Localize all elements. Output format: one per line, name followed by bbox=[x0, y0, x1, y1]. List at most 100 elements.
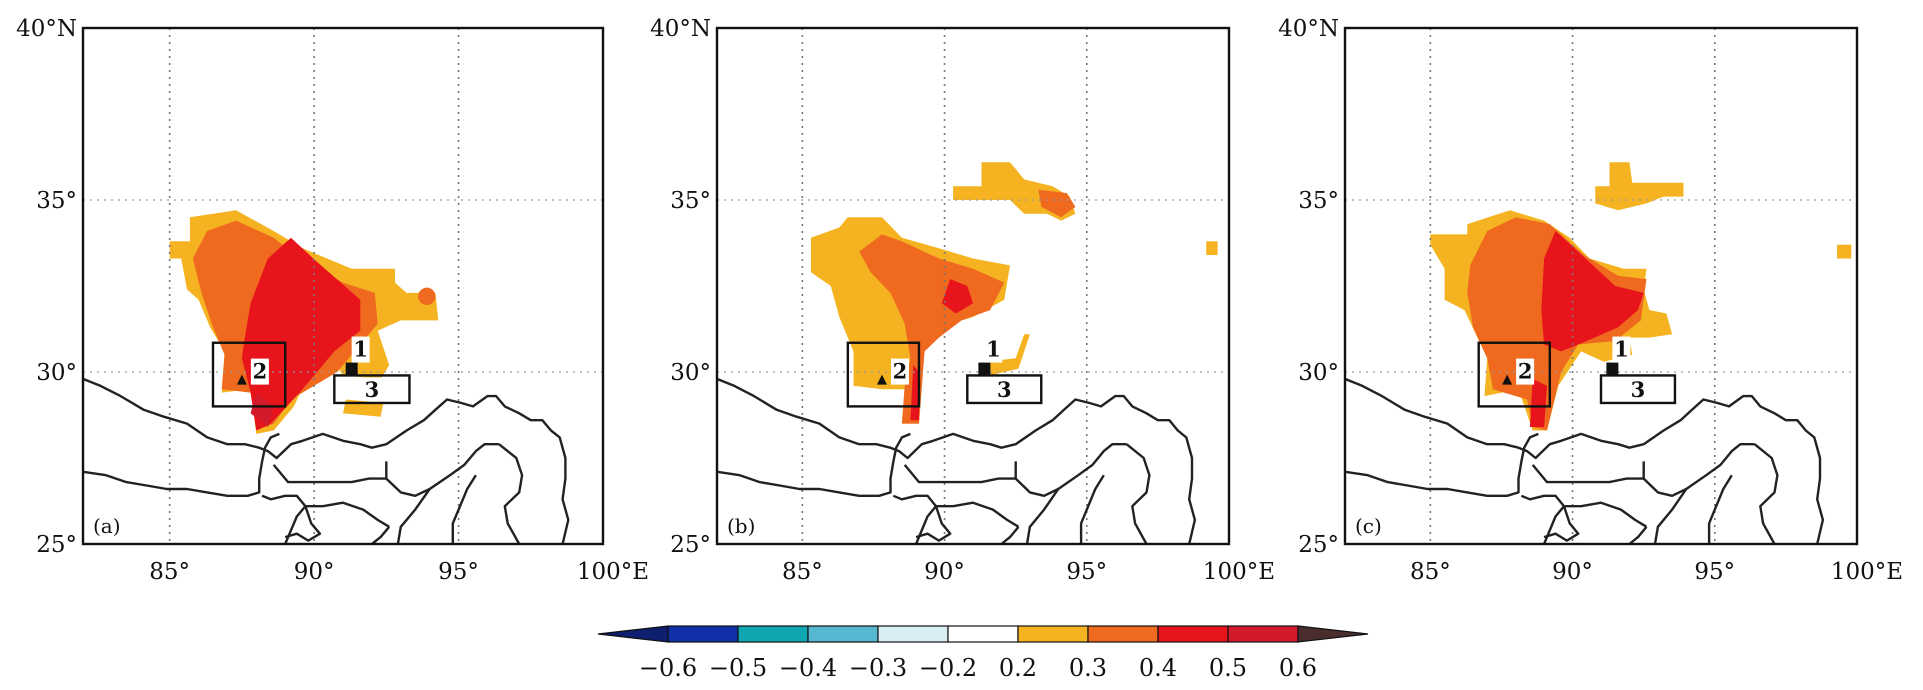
colorbar-tick-label: −0.4 bbox=[779, 654, 837, 682]
shade-spot-0 bbox=[418, 287, 436, 305]
coastline-5 bbox=[1564, 501, 1648, 528]
coastline-3 bbox=[1531, 461, 1645, 484]
panel-c: 1 2 3 (c) 85° 90° 95° 100°E 25° 30° 35° 40°N bbox=[1278, 16, 1903, 585]
colorbar-bin-8 bbox=[1227, 625, 1299, 643]
coastline-9 bbox=[1707, 474, 1733, 544]
region-box-2 bbox=[211, 341, 287, 408]
colorbar-bin-1 bbox=[737, 625, 809, 643]
lat-tick-label: 25° bbox=[36, 532, 77, 558]
coastline-1 bbox=[1345, 432, 1539, 497]
coastline-3 bbox=[903, 461, 1017, 484]
region-label-1: 1 bbox=[1614, 337, 1629, 362]
shade-region-05-2 bbox=[1541, 231, 1644, 352]
coastline-0 bbox=[717, 377, 1197, 544]
shade-region-04-1 bbox=[859, 234, 1005, 424]
region-label-1: 1 bbox=[353, 337, 368, 362]
lat-tick-label: 30° bbox=[670, 360, 711, 386]
map-content: 1 2 3 (b) bbox=[717, 28, 1229, 544]
panel-a: 1 2 3 (a) 85° 90° 95° 100°E 25° 30° 35° 40°N bbox=[16, 16, 649, 585]
lat-tick-label: 35° bbox=[670, 188, 711, 214]
lon-tick-label: 100°E bbox=[1831, 559, 1903, 585]
coastline-4 bbox=[284, 505, 307, 544]
lat-tick-label: 40°N bbox=[650, 16, 711, 42]
station-triangle-marker bbox=[1502, 374, 1513, 385]
region-label-3: 3 bbox=[1631, 377, 1646, 402]
lon-tick-label: 90° bbox=[924, 559, 965, 585]
station-square-marker bbox=[1606, 362, 1619, 375]
panel-frame bbox=[715, 26, 1231, 546]
colorbar-tick-label: 0.3 bbox=[1069, 654, 1107, 682]
lat-tick-label: 25° bbox=[1298, 532, 1339, 558]
colorbar-extend-high bbox=[1297, 625, 1369, 643]
coastline-2 bbox=[1520, 494, 1580, 542]
colorbar-bin-4 bbox=[947, 625, 1019, 643]
panel-label-bg bbox=[91, 514, 125, 538]
region-label-1: 1 bbox=[986, 337, 1001, 362]
panel-label: (c) bbox=[1355, 514, 1382, 538]
region-label-2: 2 bbox=[893, 359, 908, 384]
coastline-9 bbox=[451, 474, 477, 544]
panel-frame bbox=[1343, 26, 1859, 546]
region-label-bg-2 bbox=[250, 358, 269, 385]
shade-region-03-7 bbox=[1206, 241, 1218, 255]
coastline-10 bbox=[1125, 443, 1151, 544]
colorbar-extend-low bbox=[597, 625, 669, 643]
region-box-3 bbox=[1599, 374, 1677, 405]
colorbar-tick-label: 0.2 bbox=[999, 654, 1037, 682]
lat-tick-label: 35° bbox=[1298, 188, 1339, 214]
region-label-bg-2 bbox=[890, 358, 909, 385]
colorbar-bin-3 bbox=[877, 625, 949, 643]
coastline-9 bbox=[1079, 474, 1105, 544]
coastline-7 bbox=[371, 526, 391, 544]
lon-tick-label: 85° bbox=[782, 559, 823, 585]
coastline-8 bbox=[396, 488, 431, 544]
coastline-0 bbox=[83, 377, 570, 544]
coastline-7 bbox=[1628, 526, 1648, 544]
coastline-8 bbox=[1025, 488, 1060, 544]
region-label-bg-2 bbox=[1516, 358, 1535, 385]
region-label-bg-3 bbox=[361, 377, 382, 401]
colorbar-tick-label: 0.6 bbox=[1279, 654, 1317, 682]
lon-tick-label: 100°E bbox=[1203, 559, 1275, 585]
colorbar-bin-0 bbox=[667, 625, 739, 643]
coastline-1 bbox=[83, 432, 280, 497]
colorbar: −0.6 −0.5 −0.4 −0.3 −0.2 0.2 0.3 0.4 0.5 0.6 bbox=[597, 625, 1369, 682]
shade-region-05-2 bbox=[941, 279, 973, 314]
lat-tick-label: 25° bbox=[670, 532, 711, 558]
region-box-3 bbox=[966, 374, 1043, 405]
station-triangle-marker bbox=[236, 374, 247, 385]
region-label-3: 3 bbox=[997, 377, 1012, 402]
colorbar-tick-label: −0.5 bbox=[709, 654, 767, 682]
lat-tick-label: 30° bbox=[1298, 360, 1339, 386]
colorbar-bin-7 bbox=[1157, 625, 1229, 643]
lon-tick-label: 85° bbox=[1410, 559, 1451, 585]
panel-label: (a) bbox=[93, 514, 121, 538]
shade-region-04-5 bbox=[1038, 189, 1076, 218]
coastline-5 bbox=[305, 501, 390, 528]
region-label-3: 3 bbox=[365, 377, 380, 402]
lon-tick-label: 90° bbox=[1552, 559, 1593, 585]
region-label-bg-3 bbox=[994, 377, 1015, 401]
panel-label-bg bbox=[1353, 514, 1387, 538]
map-content: 1 2 3 (c) bbox=[1345, 28, 1857, 544]
coastline-2 bbox=[261, 494, 322, 542]
coastline-5 bbox=[936, 501, 1020, 528]
region-label-bg-1 bbox=[1612, 336, 1631, 363]
coastline-10 bbox=[1753, 443, 1779, 544]
panel-label: (b) bbox=[727, 514, 755, 538]
region-box-2 bbox=[1477, 341, 1551, 408]
shade-region-05-2 bbox=[241, 237, 361, 431]
shade-region-03-5 bbox=[1837, 244, 1852, 259]
colorbar-tick-label: 0.4 bbox=[1139, 654, 1177, 682]
lon-tick-label: 95° bbox=[1694, 559, 1735, 585]
coastline-3 bbox=[272, 461, 388, 484]
region-label-2: 2 bbox=[1518, 359, 1533, 384]
region-box-2 bbox=[846, 341, 921, 408]
lon-tick-label: 95° bbox=[438, 559, 479, 585]
shade-region-06-3 bbox=[250, 392, 274, 427]
station-square-marker bbox=[978, 362, 991, 375]
colorbar-tick-label: −0.3 bbox=[849, 654, 907, 682]
coastline-7 bbox=[1000, 526, 1020, 544]
colorbar-bin-5 bbox=[1017, 625, 1089, 643]
